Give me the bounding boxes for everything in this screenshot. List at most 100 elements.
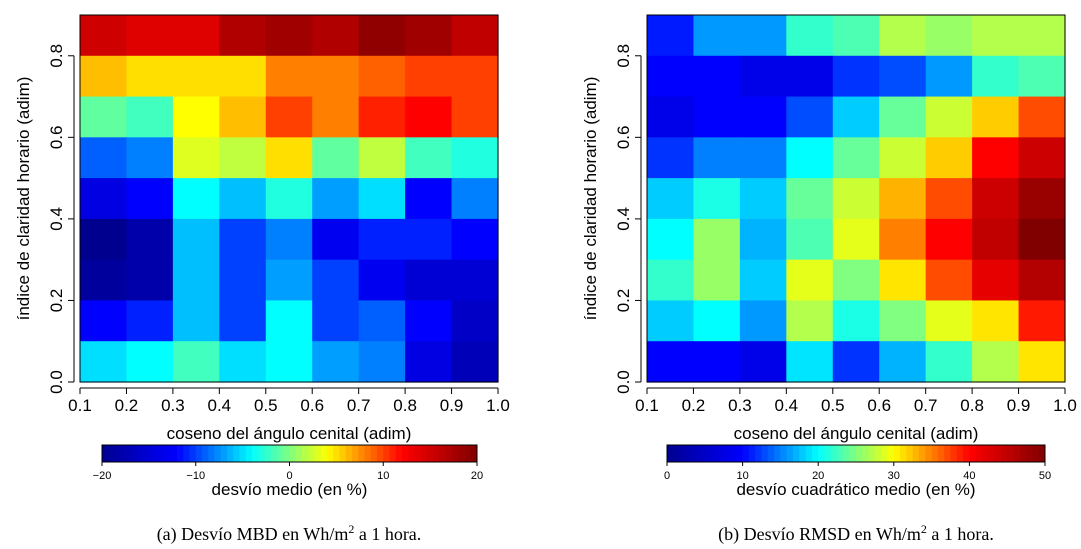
heatmap-cell [832,96,880,138]
heatmap-cell [879,15,927,57]
colorbar-swatch [252,445,259,462]
heatmap-cell [405,96,453,138]
heatmap-cell [972,137,1020,179]
caption-sup-mbd: 2 [348,522,354,536]
colorbar-swatch [736,445,744,462]
heatmap-cell [219,96,267,138]
heatmap-cell [693,341,741,383]
heatmap-cells-mbd [80,15,499,383]
heatmap-cell [925,218,973,261]
colorbar-swatch [944,445,951,462]
heatmap-cell [739,137,787,179]
heatmap-cell [265,55,313,98]
colorbar-mbd: −20 −10 0 10 20 [93,444,483,482]
heatmap-cell [693,178,741,220]
x-tick-label: 0.1 [68,396,92,415]
heatmap-cell [647,300,695,342]
colorbar-swatch [327,445,334,462]
colorbar-swatch [862,445,870,462]
colorbar-swatch [1032,445,1040,462]
colorbar-swatch [849,445,857,462]
colorbar-swatch [108,445,115,462]
caption-sup-rmsd: 2 [921,522,927,536]
x-axis-rmsd: 0.1 0.2 0.3 0.4 0.5 0.6 0.7 0.8 0.9 1.0 [635,387,1077,415]
colorbar-swatch [667,445,674,462]
colorbar-swatch [755,445,762,462]
heatmap-cell [786,259,834,302]
heatmap-cell [265,300,313,342]
heatmap-cell [879,218,927,261]
colorbar-swatch [364,445,372,462]
colorbar-swatch [673,445,681,462]
heatmap-cell [972,96,1020,138]
heatmap-cell [405,55,453,98]
y-axis-rmsd: 0.0 0.2 0.4 0.6 0.8 [614,44,642,394]
heatmap-cell [925,137,973,179]
colorbar-swatch [158,445,165,462]
heatmap-cell [265,341,313,383]
heatmap-cell [358,300,406,342]
colorbar-swatch [464,445,472,462]
heatmap-cell [312,259,360,302]
heatmap-cell [647,96,695,138]
heatmap-cell [358,341,406,383]
heatmap-cell [832,15,880,57]
colorbar-swatch [183,445,190,462]
heatmap-cell [1018,178,1066,220]
x-tick-label: 0.1 [635,396,659,415]
x-tick-label: 0.5 [254,396,278,415]
heatmap-cell [972,15,1020,57]
colorbar-swatch [1013,445,1021,462]
heatmap-cell [219,341,267,383]
colorbar-swatch [139,445,147,462]
heatmap-cell [832,178,880,220]
colorbar-swatch [245,445,253,462]
colorbar-swatch [893,445,901,462]
colorbar-swatch [314,445,322,462]
heatmap-cell [312,341,360,383]
heatmap-cell [693,96,741,138]
heatmap-cell [172,55,220,98]
heatmap-cell [739,341,787,383]
colorbar-tick-label: 10 [377,470,389,482]
heatmap-cell [80,341,128,383]
colorbar-swatch [339,445,347,462]
x-tick-label: 0.2 [115,396,139,415]
colorbar-swatch [906,445,914,462]
colorbar-swatch [133,445,140,462]
colorbar-swatch [189,445,197,462]
x-tick-label: 0.9 [1007,396,1031,415]
colorbar-swatch [843,445,851,462]
heatmap-cell [358,218,406,261]
y-axis-label-mbd: índice de claridad horario (adim) [14,77,33,321]
heatmap-cell [879,300,927,342]
heatmap-cell [451,178,499,220]
heatmap-cell [451,55,499,98]
colorbar-swatch [811,445,819,462]
colorbar-swatch [345,445,353,462]
y-tick-label: 0.4 [614,207,633,231]
y-tick-label: 0.8 [614,44,633,68]
heatmap-cell [1018,96,1066,138]
heatmap-cell [647,341,695,383]
heatmap-cell [172,341,220,383]
colorbar-swatch [830,445,838,462]
heatmap-cell [693,259,741,302]
x-tick-label: 0.4 [208,396,232,415]
heatmap-cell [1018,341,1066,383]
x-axis-label-mbd: coseno del ángulo cenital (adim) [167,424,412,443]
colorbar-swatch [358,445,365,462]
colorbar-swatch [220,445,228,462]
colorbar-swatch [458,445,465,462]
heatmap-cell [80,55,128,98]
heatmap-cell [786,178,834,220]
heatmap-cell [832,137,880,179]
colorbar-swatch [389,445,397,462]
heatmap-cell [925,55,973,98]
colorbar-swatch [227,445,234,462]
colorbar-swatch [767,445,775,462]
colorbar-swatch [170,445,178,462]
caption-prefix-mbd: (a) Desvío MBD en Wh/m [157,524,349,545]
heatmap-cell [405,137,453,179]
colorbar-swatch [685,445,693,462]
